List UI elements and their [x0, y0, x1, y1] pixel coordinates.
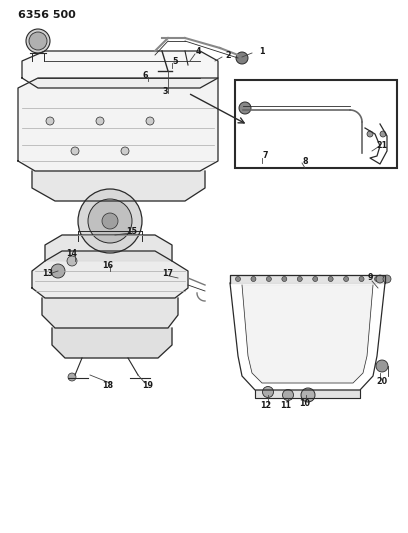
Text: 15: 15	[126, 227, 137, 236]
Circle shape	[26, 29, 50, 53]
Circle shape	[313, 277, 318, 281]
Polygon shape	[255, 390, 360, 398]
Text: 3: 3	[162, 86, 168, 95]
Circle shape	[376, 275, 384, 283]
Circle shape	[236, 52, 248, 64]
Text: 13: 13	[42, 269, 53, 278]
Text: 2: 2	[225, 51, 231, 60]
Polygon shape	[32, 251, 188, 298]
Circle shape	[51, 264, 65, 278]
Circle shape	[102, 213, 118, 229]
Circle shape	[68, 373, 76, 381]
Polygon shape	[22, 51, 218, 88]
Circle shape	[383, 275, 391, 283]
Text: 16: 16	[102, 261, 113, 270]
Circle shape	[359, 277, 364, 281]
Polygon shape	[52, 328, 172, 358]
Circle shape	[146, 117, 154, 125]
Circle shape	[78, 189, 142, 253]
Text: 20: 20	[377, 376, 388, 385]
Circle shape	[282, 277, 287, 281]
Text: 12: 12	[260, 400, 272, 409]
Text: 7: 7	[262, 150, 268, 159]
Polygon shape	[45, 235, 172, 261]
Circle shape	[376, 360, 388, 372]
Text: 1: 1	[259, 46, 265, 55]
Text: 9: 9	[367, 273, 373, 282]
Circle shape	[235, 277, 240, 281]
Circle shape	[251, 277, 256, 281]
Bar	[235, 80, 397, 168]
Circle shape	[282, 390, 293, 400]
Circle shape	[239, 102, 251, 114]
Circle shape	[328, 277, 333, 281]
Text: 6: 6	[142, 70, 148, 79]
Text: 14: 14	[67, 248, 78, 257]
Circle shape	[71, 147, 79, 155]
Polygon shape	[42, 298, 178, 328]
Text: 4: 4	[195, 46, 201, 55]
Polygon shape	[230, 275, 385, 283]
Polygon shape	[18, 78, 218, 171]
Text: 18: 18	[102, 381, 113, 390]
Circle shape	[367, 131, 373, 137]
Text: 19: 19	[142, 381, 153, 390]
Circle shape	[380, 131, 386, 137]
Circle shape	[375, 277, 379, 281]
Circle shape	[121, 147, 129, 155]
Text: 21: 21	[377, 141, 388, 149]
Polygon shape	[242, 285, 373, 383]
Circle shape	[301, 388, 315, 402]
Text: 6356 500: 6356 500	[18, 10, 76, 20]
Text: 11: 11	[281, 400, 291, 409]
Circle shape	[262, 386, 273, 398]
Circle shape	[344, 277, 348, 281]
Circle shape	[96, 117, 104, 125]
Circle shape	[46, 117, 54, 125]
Polygon shape	[32, 171, 205, 201]
Text: 17: 17	[162, 269, 173, 278]
Circle shape	[297, 277, 302, 281]
Text: 8: 8	[302, 157, 308, 166]
Text: 5: 5	[172, 56, 178, 66]
Circle shape	[266, 277, 271, 281]
Text: 10: 10	[299, 399, 310, 408]
Circle shape	[67, 256, 77, 266]
Circle shape	[29, 32, 47, 50]
Circle shape	[88, 199, 132, 243]
